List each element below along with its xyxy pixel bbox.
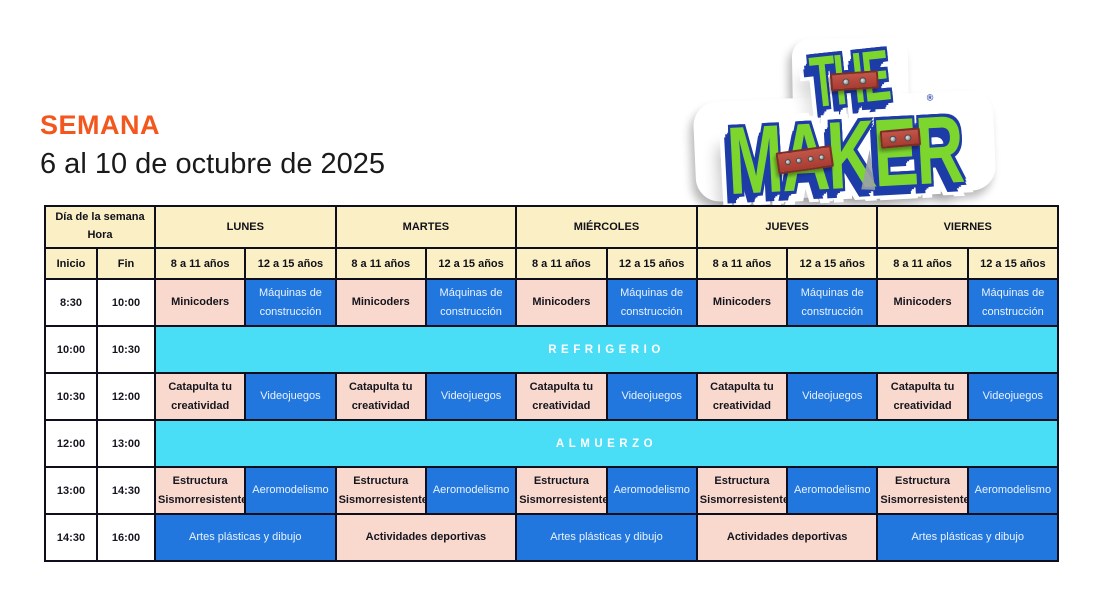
activity-cell: Artes plásticas y dibujo bbox=[154, 513, 337, 562]
age-header: 8 a 11 años bbox=[695, 247, 789, 280]
screw-icon bbox=[784, 158, 791, 166]
crane-icon bbox=[861, 149, 877, 190]
activity-cell: Máquinas de construcción bbox=[424, 278, 518, 327]
fin-header: Fin bbox=[96, 247, 156, 280]
schedule-row-1030: 10:30 12:00 Catapulta tu creatividad Vid… bbox=[44, 372, 1060, 421]
activity-cell: Aeromodelismo bbox=[605, 466, 698, 515]
corner-header: Día de la semana Hora bbox=[44, 205, 156, 249]
registered-trademark-icon: ® bbox=[926, 92, 934, 103]
activity-cell: Máquinas de construcción bbox=[786, 278, 879, 327]
activity-cell: Catapulta tu creatividad bbox=[153, 372, 247, 421]
activity-cell: Videojuegos bbox=[605, 372, 698, 421]
activity-cell: Máquinas de construcción bbox=[605, 278, 698, 327]
activity-cell: Minicoders bbox=[515, 278, 608, 327]
schedule-row-830: 8:30 10:00 Minicoders Máquinas de constr… bbox=[44, 278, 1060, 327]
day-header-jueves: JUEVES bbox=[695, 205, 879, 249]
activity-cell: Estructura Sismorresistente bbox=[334, 466, 427, 515]
day-header-miercoles: MIÉRCOLES bbox=[515, 205, 698, 249]
activity-cell: Artes plásticas y dibujo bbox=[515, 513, 698, 562]
time-cell: 13:00 bbox=[44, 466, 98, 515]
activity-cell: Aeromodelismo bbox=[786, 466, 879, 515]
activity-cell: Minicoders bbox=[153, 278, 247, 327]
logo-word-maker: MAKER bbox=[724, 96, 965, 216]
activity-cell: Estructura Sismorresistente bbox=[695, 466, 789, 515]
time-cell: 10:00 bbox=[96, 278, 156, 327]
activity-cell: Máquinas de construcción bbox=[244, 278, 337, 327]
day-header-martes: MARTES bbox=[334, 205, 518, 249]
activity-cell: Videojuegos bbox=[786, 372, 879, 421]
day-header-lunes: LUNES bbox=[154, 205, 337, 249]
age-header: 12 a 15 años bbox=[424, 247, 518, 280]
corner-line-day: Día de la semana bbox=[55, 211, 145, 224]
activity-cell: Artes plásticas y dibujo bbox=[876, 513, 1060, 562]
screw-icon bbox=[859, 76, 867, 85]
screw-icon bbox=[795, 157, 803, 164]
age-header: 12 a 15 años bbox=[605, 247, 698, 280]
activity-cell: Videojuegos bbox=[966, 372, 1060, 421]
page-title: SEMANA bbox=[40, 110, 161, 140]
activity-cell: Minicoders bbox=[334, 278, 427, 327]
age-header: 12 a 15 años bbox=[786, 247, 879, 280]
age-header: 12 a 15 años bbox=[966, 247, 1060, 280]
age-header: 8 a 11 años bbox=[515, 247, 608, 280]
time-cell: 12:00 bbox=[96, 372, 156, 421]
screw-icon bbox=[818, 153, 826, 161]
activity-cell: Aeromodelismo bbox=[966, 466, 1060, 515]
screw-icon bbox=[842, 77, 850, 86]
time-cell: 14:30 bbox=[44, 513, 98, 562]
activity-cell: Catapulta tu creatividad bbox=[876, 372, 969, 421]
activity-cell: Videojuegos bbox=[424, 372, 518, 421]
activity-cell: Minicoders bbox=[876, 278, 969, 327]
time-cell: 10:30 bbox=[96, 325, 156, 374]
activity-cell: Estructura Sismorresistente bbox=[876, 466, 969, 515]
activity-cell: Estructura Sismorresistente bbox=[515, 466, 608, 515]
inicio-header: Inicio bbox=[44, 247, 98, 280]
corner-line-hora: Hora bbox=[87, 229, 113, 241]
time-cell: 10:00 bbox=[44, 325, 98, 374]
activity-cell: Máquinas de construcción bbox=[966, 278, 1060, 327]
schedule-row-1430: 14:30 16:00 Artes plásticas y dibujo Act… bbox=[44, 513, 1060, 562]
schedule-table: Día de la semana Hora LUNES MARTES MIÉRC… bbox=[44, 205, 1060, 562]
activity-cell: Catapulta tu creatividad bbox=[695, 372, 789, 421]
age-header: 8 a 11 años bbox=[876, 247, 969, 280]
page-subtitle: 6 al 10 de octubre de 2025 bbox=[40, 148, 386, 180]
red-bracket-icon bbox=[829, 70, 879, 92]
time-cell: 10:30 bbox=[44, 372, 98, 421]
screw-icon bbox=[807, 155, 814, 163]
age-header: 8 a 11 años bbox=[334, 247, 427, 280]
break-band: ALMUERZO bbox=[153, 419, 1060, 468]
activity-cell: Catapulta tu creatividad bbox=[334, 372, 427, 421]
break-band: REFRIGERIO bbox=[153, 325, 1060, 374]
activity-cell: Catapulta tu creatividad bbox=[515, 372, 608, 421]
activity-cell: Actividades deportivas bbox=[334, 513, 518, 562]
age-header: 8 a 11 años bbox=[153, 247, 247, 280]
activity-cell: Actividades deportivas bbox=[695, 513, 879, 562]
activity-cell: Videojuegos bbox=[244, 372, 337, 421]
activity-cell: Aeromodelismo bbox=[424, 466, 518, 515]
time-cell: 13:00 bbox=[96, 419, 156, 468]
the-maker-logo: THE MAKER ® bbox=[692, 31, 1000, 216]
time-cell: 8:30 bbox=[44, 278, 98, 327]
day-header-row: Día de la semana Hora LUNES MARTES MIÉRC… bbox=[44, 205, 1060, 249]
schedule-row-1300: 13:00 14:30 Estructura Sismorresistente … bbox=[44, 466, 1060, 515]
schedule-row-almuerzo: 12:00 13:00 ALMUERZO bbox=[44, 419, 1060, 468]
day-header-viernes: VIERNES bbox=[876, 205, 1060, 249]
screw-icon bbox=[903, 133, 912, 142]
activity-cell: Aeromodelismo bbox=[244, 466, 337, 515]
time-cell: 14:30 bbox=[96, 466, 156, 515]
activity-cell: Estructura Sismorresistente bbox=[153, 466, 247, 515]
time-cell: 16:00 bbox=[96, 513, 156, 562]
time-cell: 12:00 bbox=[44, 419, 98, 468]
title-block: SEMANA 6 al 10 de octubre de 2025 bbox=[40, 110, 385, 181]
age-header: 12 a 15 años bbox=[244, 247, 337, 280]
activity-cell: Minicoders bbox=[695, 278, 789, 327]
age-header-row: Inicio Fin 8 a 11 años 12 a 15 años 8 a … bbox=[44, 247, 1060, 280]
screw-icon bbox=[889, 134, 898, 143]
red-bracket-icon bbox=[879, 127, 922, 149]
schedule-row-refrigerio: 10:00 10:30 REFRIGERIO bbox=[44, 325, 1060, 374]
